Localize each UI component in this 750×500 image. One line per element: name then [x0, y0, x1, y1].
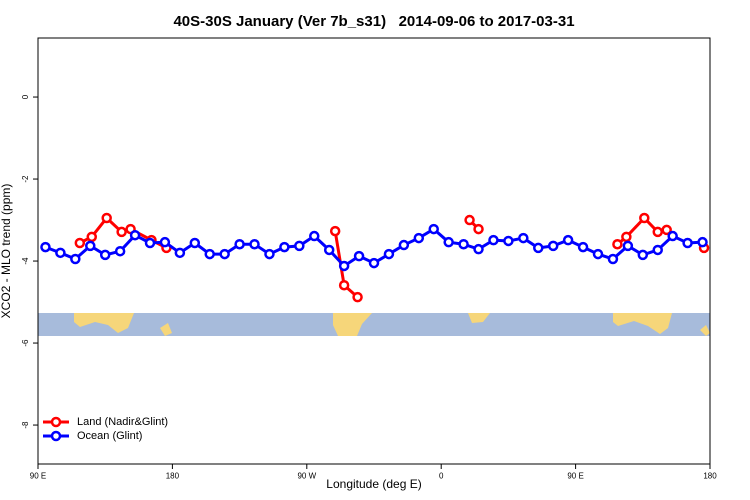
point	[368, 257, 380, 269]
point	[70, 253, 81, 265]
y-tick-label: -6	[21, 339, 30, 347]
point	[547, 240, 559, 252]
point	[129, 229, 141, 241]
point	[533, 242, 544, 254]
point	[114, 245, 126, 257]
point	[398, 239, 410, 251]
point	[413, 232, 425, 244]
point	[682, 237, 693, 249]
point	[294, 240, 305, 252]
point	[612, 238, 623, 250]
point	[309, 230, 320, 242]
point	[116, 226, 127, 238]
point	[488, 234, 499, 246]
legend-marker	[50, 430, 62, 442]
point	[352, 291, 363, 303]
chart-title: 40S-30S January (Ver 7b_s31) 2014-09-06 …	[173, 13, 574, 30]
point	[697, 236, 708, 248]
point	[40, 241, 51, 253]
point	[458, 238, 469, 250]
legend-marker	[50, 416, 62, 428]
x-tick-label: 180	[703, 472, 717, 481]
point	[55, 247, 66, 259]
y-axis-label: XCO2 - MLO trend (ppm)	[0, 184, 13, 319]
point	[592, 248, 604, 260]
point	[338, 279, 350, 291]
x-tick-label: 90 E	[567, 472, 583, 481]
point	[473, 223, 484, 235]
series	[40, 223, 708, 272]
point	[144, 237, 156, 249]
point	[99, 249, 111, 261]
point	[338, 260, 350, 272]
point	[607, 253, 619, 265]
point	[264, 248, 275, 260]
x-axis-label: Longitude (deg E)	[326, 477, 421, 491]
point	[577, 241, 589, 253]
map-strip	[38, 313, 710, 336]
x-tick-label: 0	[439, 472, 444, 481]
point	[667, 230, 678, 242]
y-tick-label: -4	[21, 257, 30, 265]
point	[74, 237, 86, 249]
point	[323, 244, 335, 256]
point	[86, 231, 98, 243]
point	[652, 226, 663, 238]
point	[639, 212, 650, 224]
point	[159, 236, 171, 248]
point	[204, 248, 215, 260]
plot-frame	[37, 37, 711, 465]
point	[518, 232, 529, 244]
point	[101, 212, 112, 224]
y-tick-label: 0	[21, 94, 30, 99]
point	[637, 249, 649, 261]
continents	[74, 313, 710, 336]
y-tick-label: -8	[21, 421, 30, 429]
point	[661, 224, 672, 236]
x-tick-label: 90 E	[30, 472, 46, 481]
point	[621, 231, 632, 243]
point	[234, 238, 245, 250]
point	[279, 241, 290, 253]
point	[562, 234, 574, 246]
point	[329, 225, 341, 237]
point	[428, 223, 439, 235]
point	[652, 244, 663, 256]
y-tick-label: -2	[21, 175, 30, 183]
legend-label: Ocean (Glint)	[77, 430, 142, 442]
x-tick-label: 90 W	[297, 472, 316, 481]
point	[383, 248, 395, 260]
point	[249, 238, 260, 250]
point	[622, 240, 634, 252]
point	[464, 214, 475, 226]
point	[174, 247, 186, 259]
point	[189, 237, 201, 249]
point	[353, 250, 365, 262]
point	[219, 248, 230, 260]
point	[85, 240, 96, 252]
point	[503, 235, 514, 247]
point	[473, 243, 484, 255]
point	[443, 236, 454, 248]
legend-label: Land (Nadir&Glint)	[77, 416, 168, 428]
x-tick-label: 180	[166, 472, 180, 481]
